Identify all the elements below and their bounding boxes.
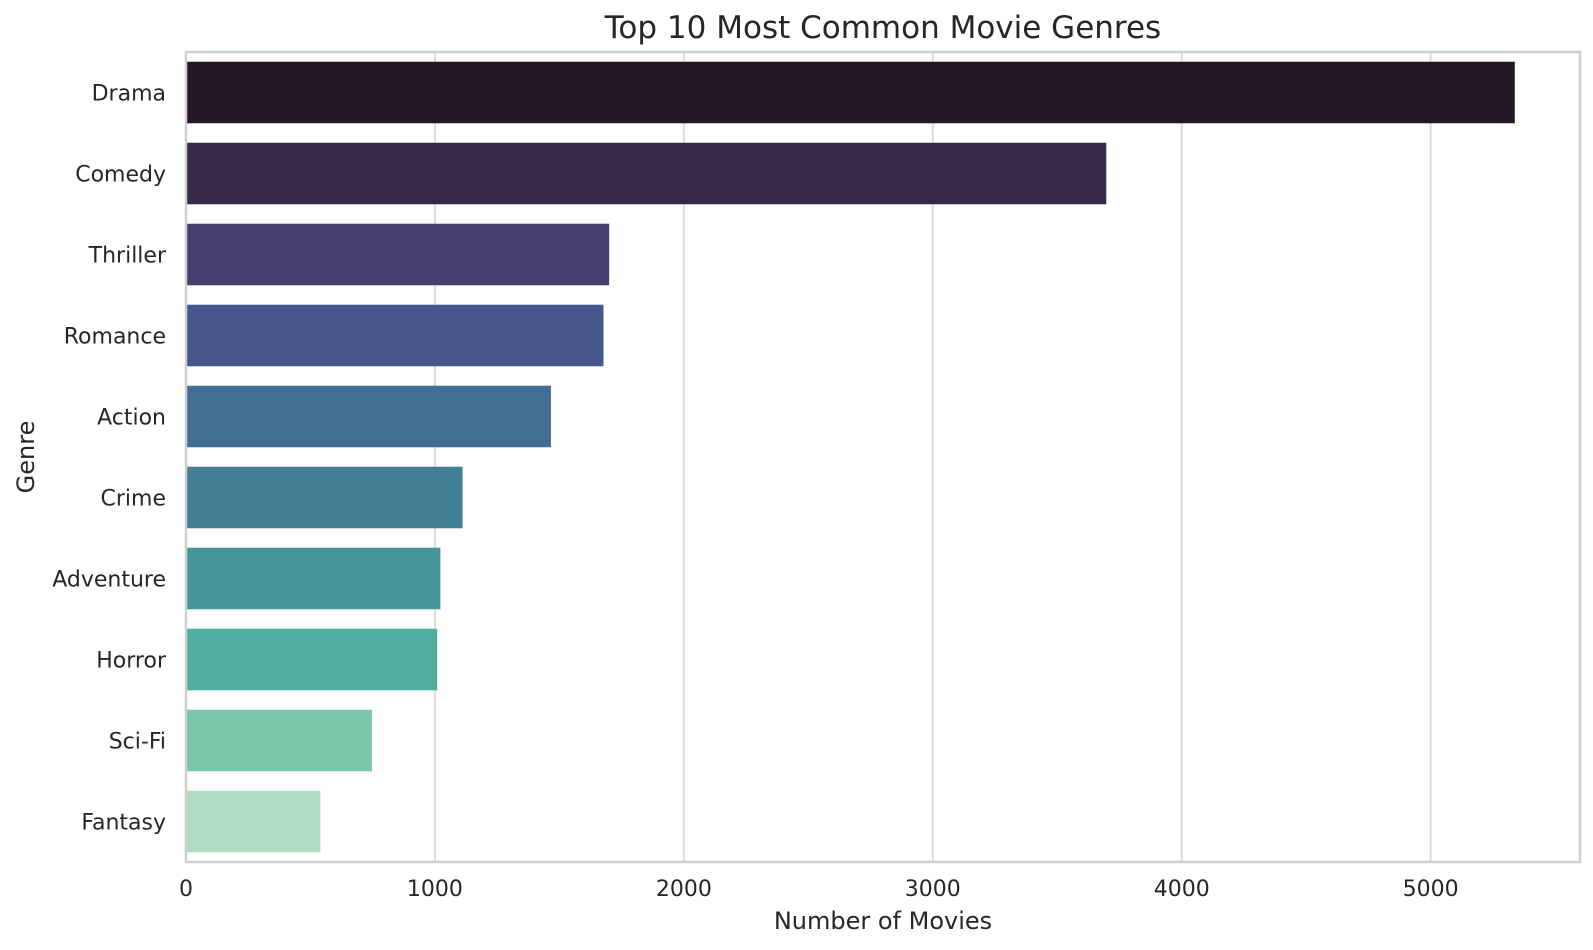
x-tick-labels: 0 1000 2000 3000 4000 5000 [179,877,1459,902]
bar-romance [186,304,604,367]
y-tick-label: Sci-Fi [109,730,166,755]
y-tick-label: Fantasy [81,811,166,836]
y-tick-label: Drama [92,82,166,107]
bar-fantasy [186,790,321,853]
y-tick-label: Adventure [52,568,166,593]
plot-frame [184,50,1582,864]
y-tick-label: Crime [101,487,166,512]
x-tick-label: 1000 [407,877,463,902]
chart-title: Top 10 Most Common Movie Genres [604,10,1161,46]
bar-drama [186,61,1515,124]
y-tick-label: Comedy [75,163,166,188]
bar-comedy [186,142,1107,205]
x-tick-label: 5000 [1403,877,1459,902]
y-tick-label: Thriller [88,244,167,269]
bars [186,61,1515,853]
bar-horror [186,628,438,691]
bar-crime [186,466,463,529]
bar-sci-fi [186,709,372,772]
y-tick-label: Romance [64,325,166,350]
x-axis-label: Number of Movies [774,907,992,935]
bar-adventure [186,547,441,610]
x-tick-label: 2000 [656,877,712,902]
y-tick-labels: Drama Comedy Thriller Romance Action Crime Adv… [52,82,167,836]
bar-thriller [186,223,610,286]
x-tick-label: 4000 [1154,877,1210,902]
x-tick-label: 3000 [905,877,961,902]
y-axis-label: Genre [12,421,40,494]
x-tick-label: 0 [179,877,193,902]
y-tick-label: Action [97,406,166,431]
y-tick-label: Horror [96,649,167,674]
bar-action [186,385,551,448]
